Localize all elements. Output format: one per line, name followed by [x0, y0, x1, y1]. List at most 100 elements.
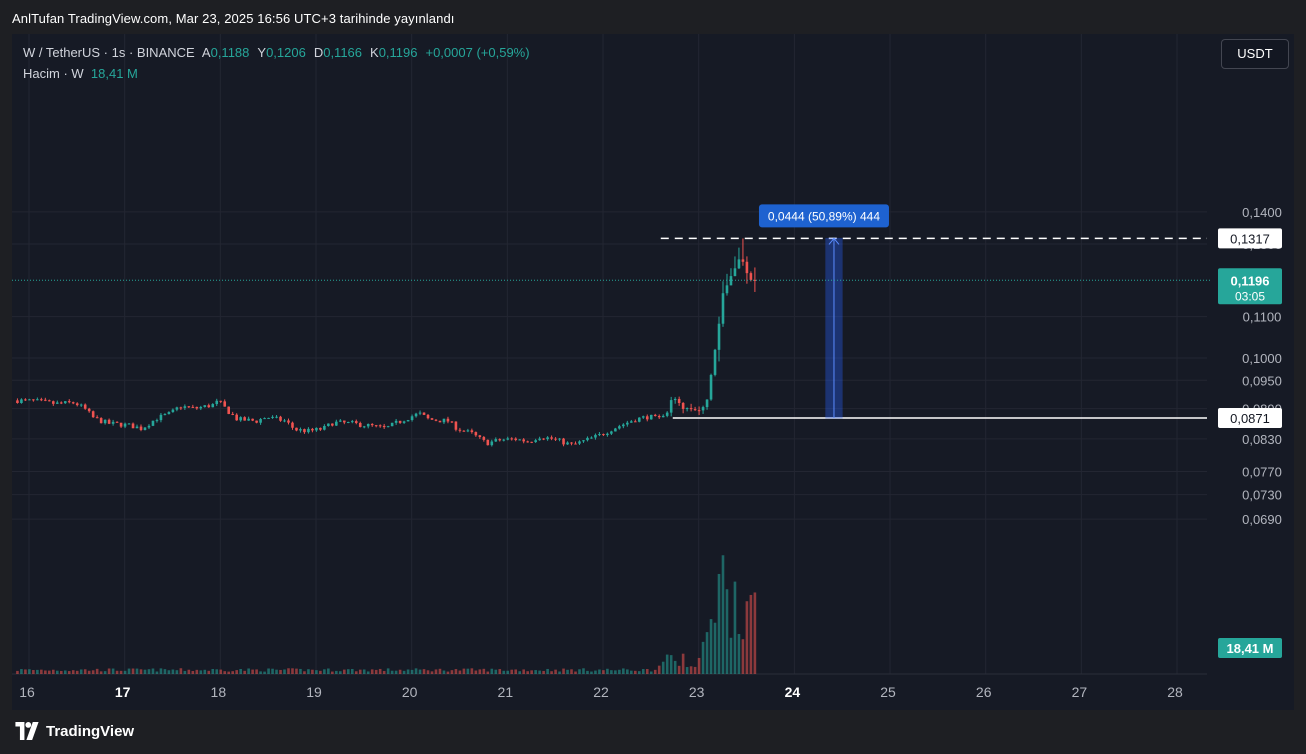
volume-bar — [434, 669, 438, 674]
candle-body — [71, 402, 75, 404]
volume-bar — [422, 669, 426, 674]
candle-body — [466, 430, 470, 432]
volume-bar — [79, 669, 83, 674]
candle-body — [167, 412, 171, 415]
close-label: K — [370, 45, 379, 60]
candle-body — [685, 408, 689, 410]
symbol-title[interactable]: W / TetherUS · 1s · BINANCE — [23, 45, 195, 60]
candle-body — [641, 416, 645, 418]
volume-bar — [139, 669, 143, 674]
volume-bar — [287, 668, 290, 674]
price-tick-label: 0,1100 — [1243, 310, 1282, 325]
candle-body — [111, 421, 115, 424]
volume-bar — [705, 632, 709, 674]
candle-body — [271, 416, 274, 418]
volume-bar — [458, 670, 462, 674]
volume-bar — [661, 661, 665, 674]
volume-bar — [311, 669, 314, 674]
volume-bar — [215, 669, 219, 674]
volume-bar — [295, 668, 298, 674]
grid-lines — [12, 34, 1207, 675]
candle-body — [311, 428, 314, 431]
candle-body — [354, 421, 358, 423]
volume-bar — [195, 669, 199, 674]
volume-bar — [669, 655, 673, 674]
currency-button[interactable]: USDT — [1221, 39, 1289, 69]
candle-body — [434, 419, 438, 421]
volume-bar — [454, 669, 458, 674]
volume-bar — [426, 670, 430, 674]
measure-label-box — [758, 204, 889, 228]
candle-body — [753, 279, 757, 281]
candle-body — [578, 441, 581, 444]
volume-bar — [518, 671, 522, 674]
volume-bar — [721, 555, 725, 674]
candle-body — [586, 437, 589, 441]
volume-bar — [87, 670, 91, 674]
volume-bar — [32, 670, 35, 674]
candle-body — [263, 418, 266, 420]
candle-body — [689, 408, 693, 410]
volume-label[interactable]: Hacim · W — [23, 66, 84, 81]
volume-bar — [606, 668, 609, 674]
volume-bar — [91, 670, 95, 674]
candle-body — [402, 421, 406, 423]
candle-body — [131, 423, 135, 429]
time-tick-label: 19 — [306, 684, 322, 700]
candle-body — [24, 399, 27, 401]
candle-body — [135, 426, 139, 429]
footer-brand[interactable]: TradingView — [14, 722, 134, 740]
volume-bar — [466, 668, 470, 674]
volume-bar — [259, 671, 262, 674]
volume-bar — [107, 668, 111, 674]
volume-bar — [398, 669, 402, 674]
volume-bar — [741, 639, 745, 674]
volume-bar — [590, 671, 593, 674]
volume-bar — [657, 665, 661, 674]
volume-value: 18,41 M — [90, 66, 138, 81]
candle-body — [386, 426, 390, 428]
candle-body — [610, 431, 613, 434]
high-value: 0,1206 — [266, 45, 306, 60]
candle-body — [378, 425, 382, 427]
volume-bar — [641, 669, 645, 674]
candle-body — [398, 420, 402, 423]
candle-body — [219, 400, 223, 402]
candle-body — [91, 411, 95, 418]
volume-bar — [474, 670, 478, 674]
volume-bar — [52, 669, 55, 674]
time-tick-label: 16 — [19, 684, 35, 700]
volume-bar — [335, 670, 338, 674]
candle-body — [327, 423, 330, 426]
price-chart[interactable]: 0,0444 (50,89%) 444 0,0690 0,0730 0,0770 0,… — [12, 34, 1294, 710]
candle-body — [725, 285, 729, 294]
candle-body — [470, 430, 474, 433]
candle-body — [422, 412, 426, 415]
candle-body — [737, 259, 741, 269]
entry-price-tag — [1218, 407, 1282, 428]
volume-bar — [343, 669, 346, 674]
volume-bar — [530, 670, 533, 674]
candle-body — [52, 401, 55, 404]
candle-body — [335, 421, 338, 426]
volume-bar — [275, 669, 278, 674]
candle-body — [187, 406, 191, 408]
candle-body — [701, 407, 705, 411]
time-tick-label: 26 — [976, 684, 992, 700]
volume-bar — [494, 669, 498, 674]
volume-bar — [251, 669, 254, 674]
candle-body — [558, 438, 561, 440]
chart-panel[interactable] — [12, 34, 1294, 710]
candle-body — [255, 420, 258, 423]
candle-body — [606, 433, 609, 436]
candle-body — [366, 423, 370, 427]
candle-body — [199, 406, 203, 409]
candle-body — [657, 415, 661, 418]
candle-body — [123, 423, 127, 427]
volume-bar — [446, 671, 450, 674]
volume-bar — [673, 660, 677, 674]
volume-bar — [175, 670, 179, 674]
volume-bar — [610, 670, 613, 674]
candle-body — [394, 420, 398, 423]
volume-bar — [406, 669, 410, 674]
